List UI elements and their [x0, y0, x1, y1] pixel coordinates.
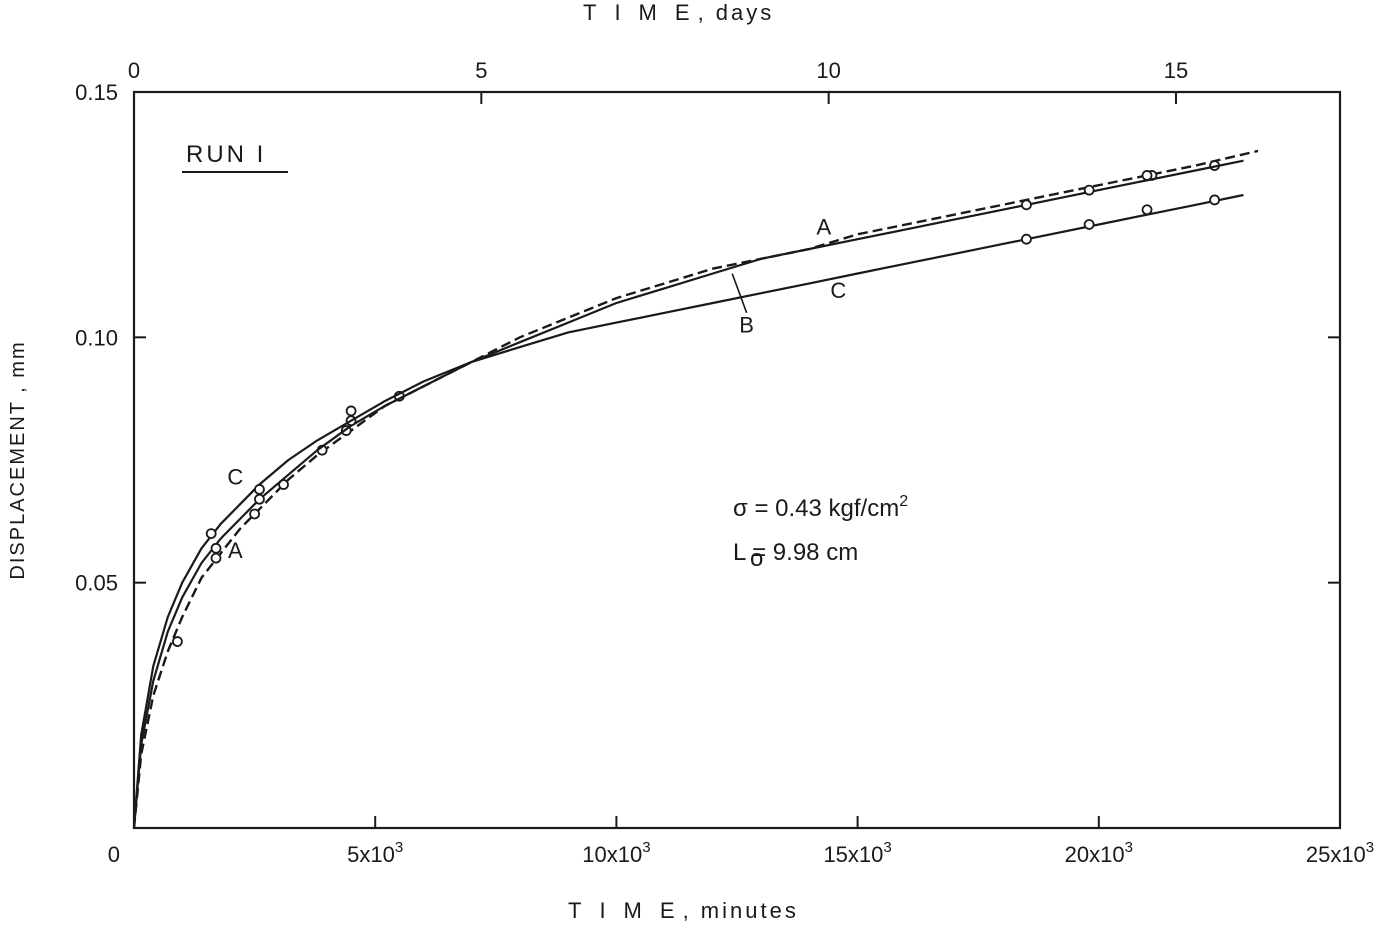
y-axis-title: DISPLACEMENT , mm: [7, 340, 29, 579]
data-point: [210, 542, 222, 554]
x-tick-label: 0: [108, 842, 120, 867]
top-x-axis-title: TIME, days: [583, 0, 774, 25]
series-A: [132, 149, 1259, 829]
axis-tick-labels: 0 5x103 10x103 15x103 20x103 25x103 0 5 10 15 0.05…: [75, 58, 1374, 867]
curve-label-C: C: [227, 465, 243, 490]
data-point: [205, 528, 217, 539]
x-axis-title: TIME, minutes: [568, 898, 799, 923]
x-tick-label: 5x103: [347, 839, 403, 867]
series-line-C: [132, 193, 1244, 829]
plot-border: [132, 90, 1342, 830]
y-tick-label: 0.05: [75, 571, 118, 596]
curve-label-A: A: [816, 214, 831, 239]
length-annotation: L = 9.98 cm: [733, 539, 858, 566]
curve-label-C: C: [830, 278, 846, 303]
curve-label-B: B: [739, 312, 754, 337]
series-B: [132, 159, 1244, 829]
stress-annotation: σ = 0.43 kgf/cm2: [733, 493, 908, 522]
x-tick-label: 10x103: [582, 839, 650, 867]
series-C: [132, 193, 1244, 829]
curve-b-leader: [731, 273, 748, 314]
x2-tick-label: 5: [475, 58, 487, 83]
data-point: [210, 552, 222, 564]
run-label: RUN I: [186, 141, 266, 168]
plot-frame: [132, 90, 1342, 830]
x-tick-label: 20x103: [1065, 839, 1133, 867]
curve-label-A: A: [228, 538, 243, 563]
data-point: [254, 484, 265, 495]
data-point: [345, 405, 357, 417]
data-point: [1083, 184, 1095, 196]
series-layer: [132, 149, 1259, 829]
x2-tick-label: 15: [1164, 58, 1188, 83]
length-subscript: o: [750, 545, 763, 572]
data-point: [249, 508, 261, 520]
data-point: [1021, 199, 1032, 211]
series-line-A: [132, 149, 1259, 829]
x-tick-label: 15x103: [823, 839, 891, 867]
data-point: [1021, 233, 1032, 245]
data-point: [1141, 204, 1153, 216]
data-point: [254, 493, 265, 505]
series-line-B: [132, 159, 1244, 829]
curve-label-layer: A B C C A: [227, 214, 846, 563]
x-tick-label: 25x103: [1306, 839, 1374, 867]
data-point: [1141, 170, 1153, 181]
y-tick-label: 0.10: [75, 325, 118, 350]
y-tick-label: 0.15: [75, 80, 118, 105]
x2-tick-label: 10: [816, 58, 840, 83]
axis-ticks: [133, 91, 1341, 828]
data-point: [1083, 219, 1095, 230]
x2-tick-label: 0: [128, 58, 140, 83]
data-point: [1209, 194, 1220, 206]
data-point: [172, 636, 183, 647]
